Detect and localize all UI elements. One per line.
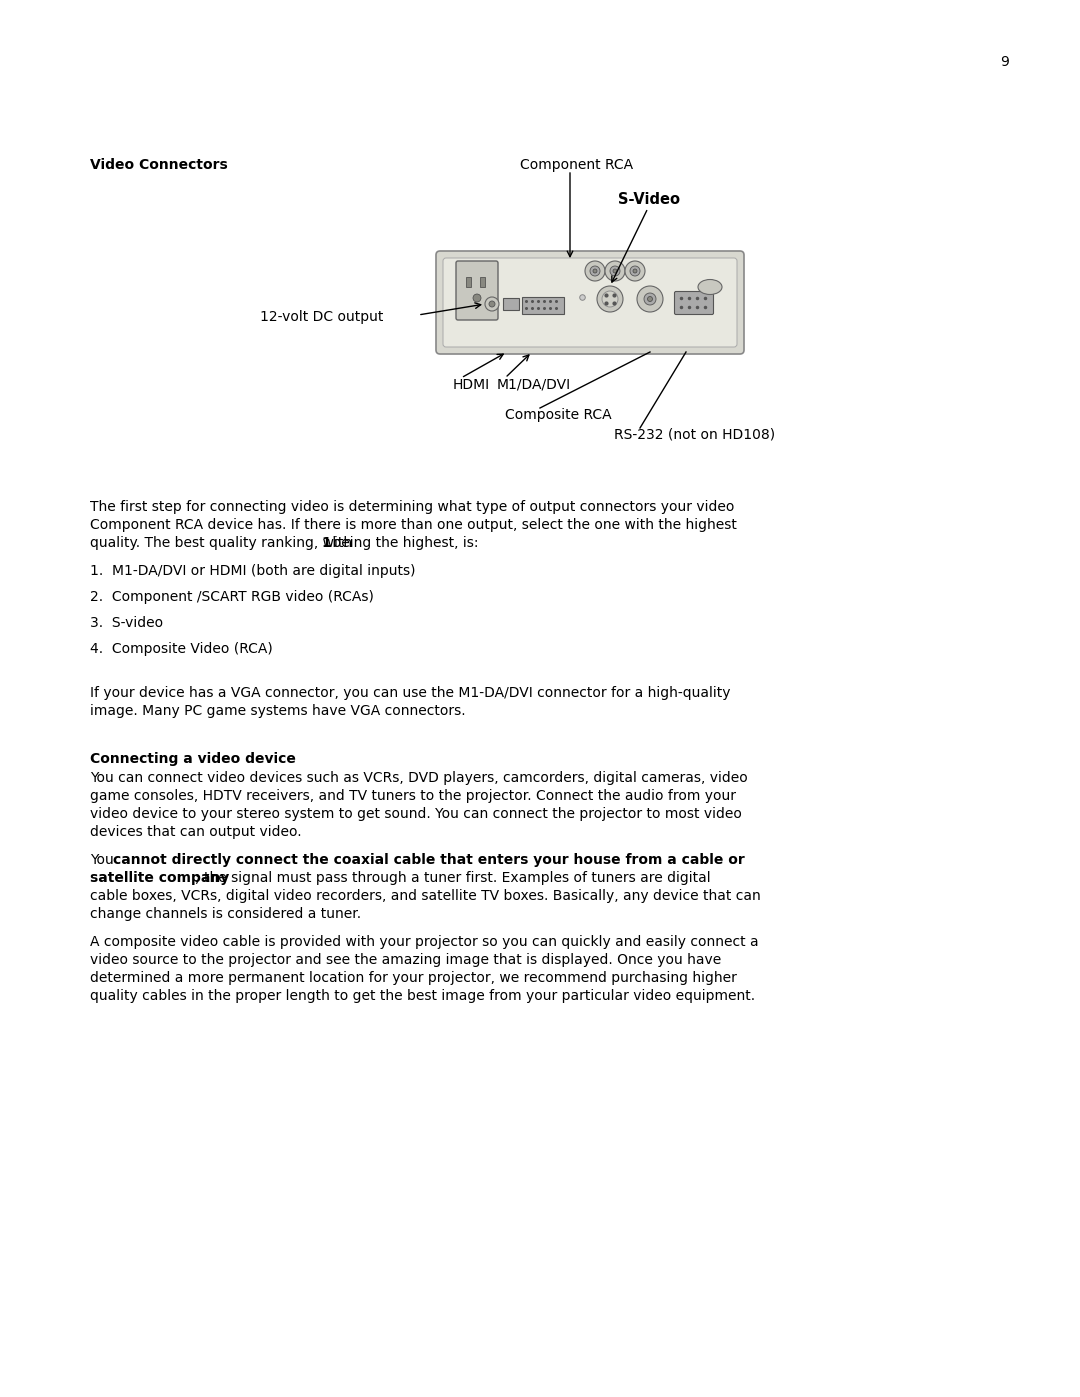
Text: video source to the projector and see the amazing image that is displayed. Once : video source to the projector and see th… [90, 953, 721, 967]
Text: 9: 9 [1000, 54, 1009, 68]
Circle shape [644, 293, 656, 305]
Text: ; the signal must pass through a tuner first. Examples of tuners are digital: ; the signal must pass through a tuner f… [194, 870, 711, 886]
Text: A composite video cable is provided with your projector so you can quickly and e: A composite video cable is provided with… [90, 935, 758, 949]
Text: game consoles, HDTV receivers, and TV tuners to the projector. Connect the audio: game consoles, HDTV receivers, and TV tu… [90, 789, 735, 803]
Text: satellite company: satellite company [90, 870, 229, 886]
Text: Component RCA: Component RCA [519, 158, 633, 172]
Text: 1: 1 [321, 536, 330, 550]
Text: Video Connectors: Video Connectors [90, 158, 228, 172]
FancyBboxPatch shape [443, 258, 737, 346]
Bar [522, 298, 564, 314]
Text: Composite RCA: Composite RCA [505, 408, 611, 422]
Circle shape [610, 265, 620, 277]
Text: being the highest, is:: being the highest, is: [327, 536, 478, 550]
FancyBboxPatch shape [436, 251, 744, 353]
Circle shape [590, 265, 600, 277]
Ellipse shape [698, 279, 723, 295]
Text: 1.  M1-DA/DVI or HDMI (both are digital inputs): 1. M1-DA/DVI or HDMI (both are digital i… [90, 564, 416, 578]
Text: You can connect video devices such as VCRs, DVD players, camcorders, digital cam: You can connect video devices such as VC… [90, 771, 747, 785]
Circle shape [613, 270, 617, 272]
Text: image. Many PC game systems have VGA connectors.: image. Many PC game systems have VGA con… [90, 704, 465, 718]
Circle shape [605, 261, 625, 281]
Text: video device to your stereo system to get sound. You can connect the projector t: video device to your stereo system to ge… [90, 807, 742, 821]
Text: quality. The best quality ranking, with: quality. The best quality ranking, with [90, 536, 356, 550]
Circle shape [630, 265, 640, 277]
Text: 2.  Component /SCART RGB video (RCAs): 2. Component /SCART RGB video (RCAs) [90, 590, 374, 604]
Text: 12-volt DC output: 12-volt DC output [260, 310, 383, 324]
Circle shape [489, 300, 495, 307]
Bar [465, 277, 471, 286]
FancyBboxPatch shape [456, 261, 498, 320]
Text: HDMI: HDMI [453, 379, 490, 393]
Circle shape [637, 286, 663, 312]
Text: Connecting a video device: Connecting a video device [90, 752, 296, 766]
Text: S-Video: S-Video [618, 191, 680, 207]
Circle shape [625, 261, 645, 281]
Text: M1/DA/DVI: M1/DA/DVI [497, 379, 571, 393]
Text: 3.  S-video: 3. S-video [90, 616, 163, 630]
Text: The first step for connecting video is determining what type of output connector: The first step for connecting video is d… [90, 500, 734, 514]
Text: quality cables in the proper length to get the best image from your particular v: quality cables in the proper length to g… [90, 989, 755, 1003]
Text: RS-232 (not on HD108): RS-232 (not on HD108) [615, 427, 775, 441]
Circle shape [602, 291, 618, 307]
FancyBboxPatch shape [675, 292, 714, 314]
Circle shape [597, 286, 623, 312]
Text: devices that can output video.: devices that can output video. [90, 826, 301, 840]
Text: You: You [90, 854, 118, 868]
Circle shape [593, 270, 597, 272]
Circle shape [473, 293, 481, 302]
Text: change channels is considered a tuner.: change channels is considered a tuner. [90, 907, 361, 921]
Text: 4.  Composite Video (RCA): 4. Composite Video (RCA) [90, 643, 273, 657]
Circle shape [585, 261, 605, 281]
Circle shape [648, 296, 652, 302]
Circle shape [485, 298, 499, 312]
Text: If your device has a VGA connector, you can use the M1-DA/DVI connector for a hi: If your device has a VGA connector, you … [90, 686, 730, 700]
Text: determined a more permanent location for your projector, we recommend purchasing: determined a more permanent location for… [90, 971, 737, 985]
Text: Component RCA device has. If there is more than one output, select the one with : Component RCA device has. If there is mo… [90, 518, 737, 532]
Text: cable boxes, VCRs, digital video recorders, and satellite TV boxes. Basically, a: cable boxes, VCRs, digital video recorde… [90, 888, 760, 902]
Circle shape [633, 270, 637, 272]
Bar [503, 298, 519, 310]
Text: cannot directly connect the coaxial cable that enters your house from a cable or: cannot directly connect the coaxial cabl… [113, 854, 745, 868]
Bar [480, 277, 485, 286]
